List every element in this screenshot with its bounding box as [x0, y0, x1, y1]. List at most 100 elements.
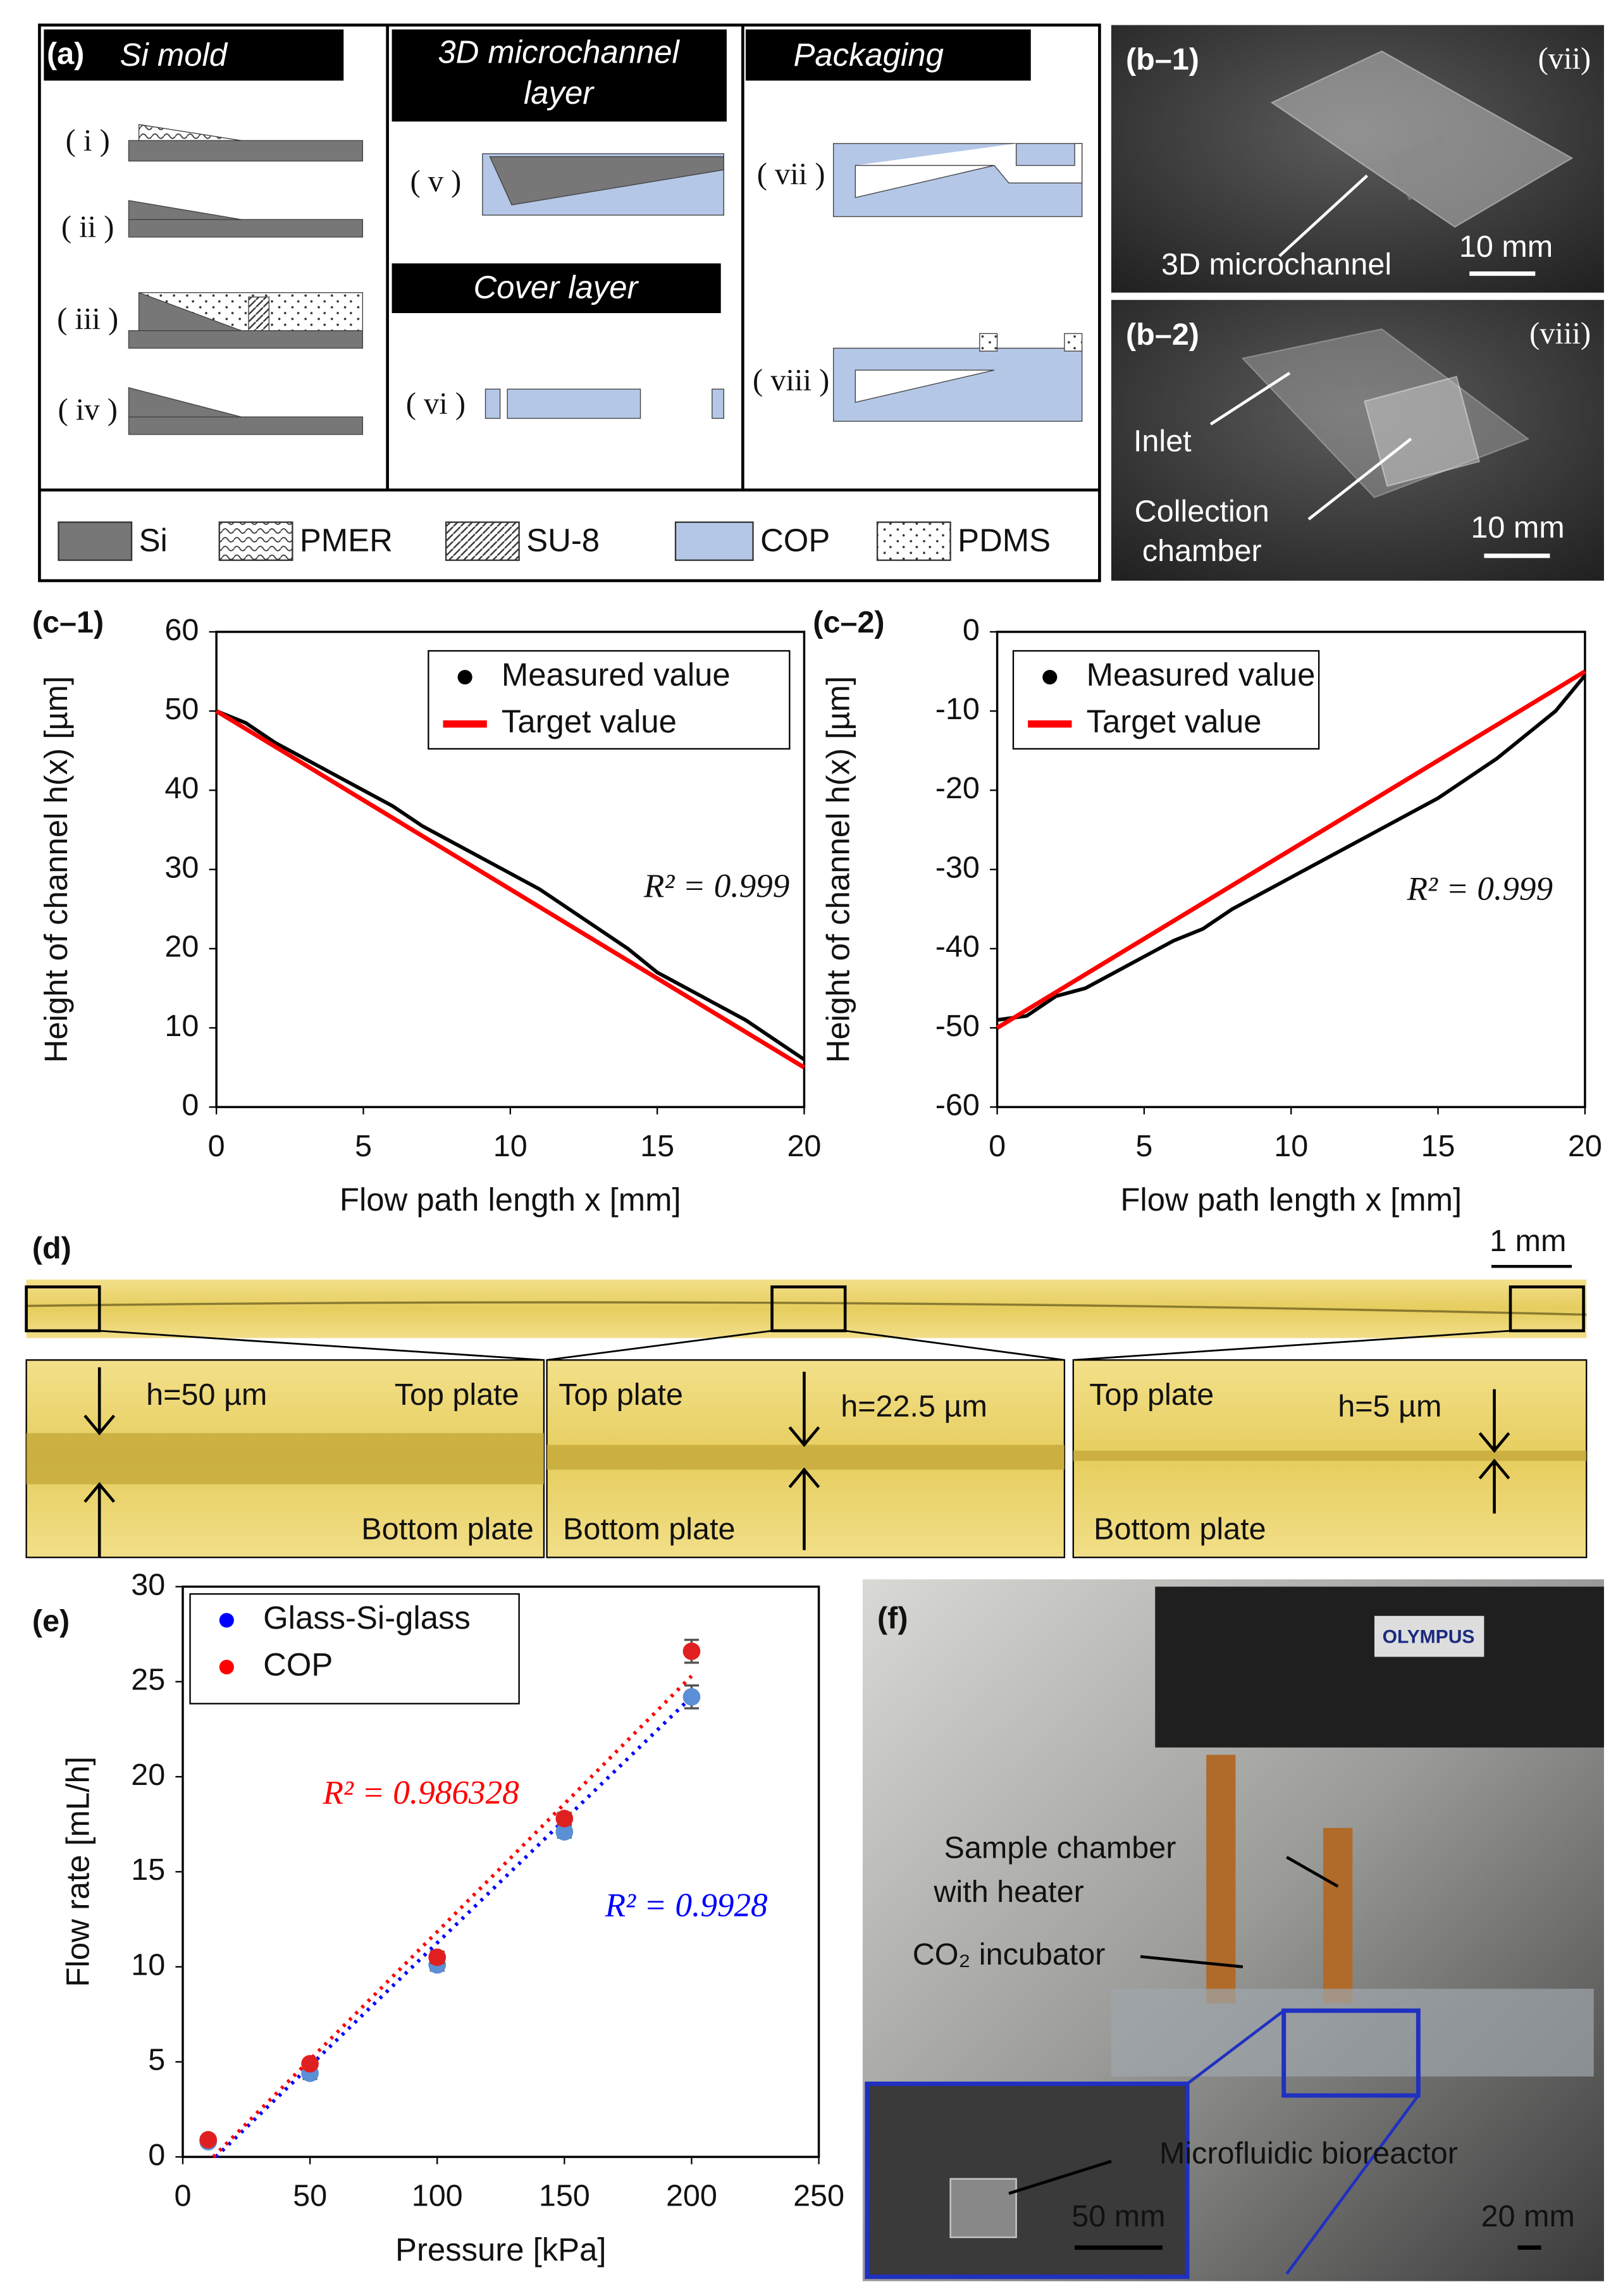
channel [855, 164, 995, 199]
si-slope [138, 292, 242, 331]
y-axis-label: Height of channel h(x) [µm] [38, 676, 74, 1063]
si-mold [489, 156, 724, 206]
callout: Inlet [1133, 424, 1192, 459]
microscope [1155, 1586, 1604, 1748]
header-bg [745, 29, 1031, 81]
zoom-box [1281, 2008, 1421, 2098]
callout: Collection [1135, 495, 1269, 529]
callout: chamber [1142, 534, 1262, 568]
panel-label: (d) [32, 1231, 71, 1266]
x-tick-label: 100 [412, 2179, 463, 2213]
y-tick-label: -50 [935, 1009, 980, 1043]
x-tick-label: 15 [1421, 1129, 1455, 1163]
y-tick-label: 15 [131, 1853, 165, 1887]
schematic [128, 123, 1083, 435]
pmer [138, 123, 242, 141]
annotation: R² = 0.986328 [322, 1774, 519, 1811]
panel-a: (a) Si mold 3D microchannel layer Packag… [38, 23, 1101, 583]
stage [1111, 1989, 1594, 2077]
y-tick-label: -30 [935, 850, 980, 884]
x-tick-label: 0 [208, 1129, 225, 1163]
chart: (c–2) 0 5 10 15 20 -60 -50 -40 -30 -20 -10 0 Flow pat… [813, 605, 1602, 1218]
photo [1111, 300, 1604, 581]
panel-label: (e) [32, 1604, 70, 1638]
step-label: ( ii ) [61, 210, 114, 244]
height-label: h=22.5 µm [841, 1389, 987, 1423]
legend-label: Measured value [502, 657, 731, 693]
panel-label: (b–1) [1126, 42, 1199, 77]
legend-label: COP [263, 1646, 333, 1682]
point [555, 1810, 574, 1828]
chip [1270, 50, 1574, 228]
y-axis-label: Height of channel h(x) [µm] [820, 676, 856, 1063]
series-line [997, 674, 1587, 1022]
y-tick-label: 30 [131, 1567, 165, 1602]
plate-label: Bottom plate [1094, 1512, 1266, 1546]
callout: Microfluidic bioreactor [1159, 2137, 1458, 2171]
point [555, 1823, 574, 1841]
legend-label: Target value [1087, 703, 1262, 739]
x-tick-label: 5 [355, 1129, 372, 1163]
zoom-lines [99, 1330, 1511, 1361]
height-label: h=50 µm [146, 1378, 267, 1412]
plate-label: Top plate [395, 1378, 519, 1412]
heater [1206, 1755, 1236, 2004]
callout: 3D microchannel [1161, 247, 1392, 281]
inset [865, 2082, 1190, 2280]
step-label: ( v ) [410, 165, 461, 199]
heater [1323, 1827, 1353, 2004]
legend-symbol [457, 670, 472, 685]
si-wafer [128, 416, 363, 435]
channel [855, 143, 1083, 183]
x-axis-label: Flow path length x [mm] [340, 1182, 681, 1218]
callout-line [1140, 1955, 1243, 1968]
y-tick-label: 20 [131, 1758, 165, 1792]
x-tick-label: 20 [787, 1129, 821, 1163]
section-header: Packaging [793, 37, 943, 73]
annotation: R² = 0.999 [643, 868, 789, 904]
pdms [979, 333, 998, 352]
cop [712, 388, 724, 419]
legend-label: Measured value [1087, 657, 1316, 693]
step-label: (vii) [1538, 42, 1591, 76]
callout: Sample chamber [944, 1830, 1176, 1865]
zoom-lines [1186, 2009, 1420, 2275]
x-tick-label: 200 [666, 2179, 717, 2213]
legend-swatch [445, 521, 520, 561]
legend-symbol [1042, 670, 1058, 685]
y-tick-label: 40 [164, 771, 199, 805]
step-label: ( vi ) [406, 387, 466, 421]
si-wafer [128, 219, 363, 238]
point [682, 1642, 701, 1660]
chamber [1364, 376, 1481, 487]
scale-label: 50 mm [1071, 2199, 1165, 2233]
legend-swatch [876, 521, 951, 561]
bioreactor [949, 2178, 1017, 2238]
channel-line [26, 1301, 1587, 1316]
panel-label: (a) [47, 37, 84, 71]
y-tick-label: -60 [935, 1088, 980, 1122]
legend-symbol [219, 1613, 234, 1628]
scale-label: 10 mm [1471, 510, 1564, 545]
cop [484, 388, 501, 419]
panel-label: (f) [877, 1602, 908, 1636]
cop [507, 388, 641, 419]
series-line [996, 669, 1586, 1030]
panel-f: OLYMPUS (f) Sample chamber with heater C… [862, 1579, 1604, 2281]
legend-label: PDMS [958, 522, 1051, 558]
x-tick-label: 250 [793, 2179, 844, 2213]
callout-line [1008, 2159, 1112, 2195]
panel-label: (c–2) [813, 605, 884, 639]
y-tick-label: 10 [131, 1947, 165, 1982]
annotation: R² = 0.999 [1407, 871, 1553, 908]
section-header: Cover layer [473, 269, 639, 305]
callout: with heater [933, 1875, 1083, 1909]
step-label: (viii) [1529, 317, 1591, 350]
callout-line [1209, 371, 1291, 426]
point [428, 1948, 447, 1966]
legend-box [189, 1593, 520, 1705]
legend-swatch [218, 521, 293, 561]
y-tick-label: 20 [164, 930, 199, 964]
